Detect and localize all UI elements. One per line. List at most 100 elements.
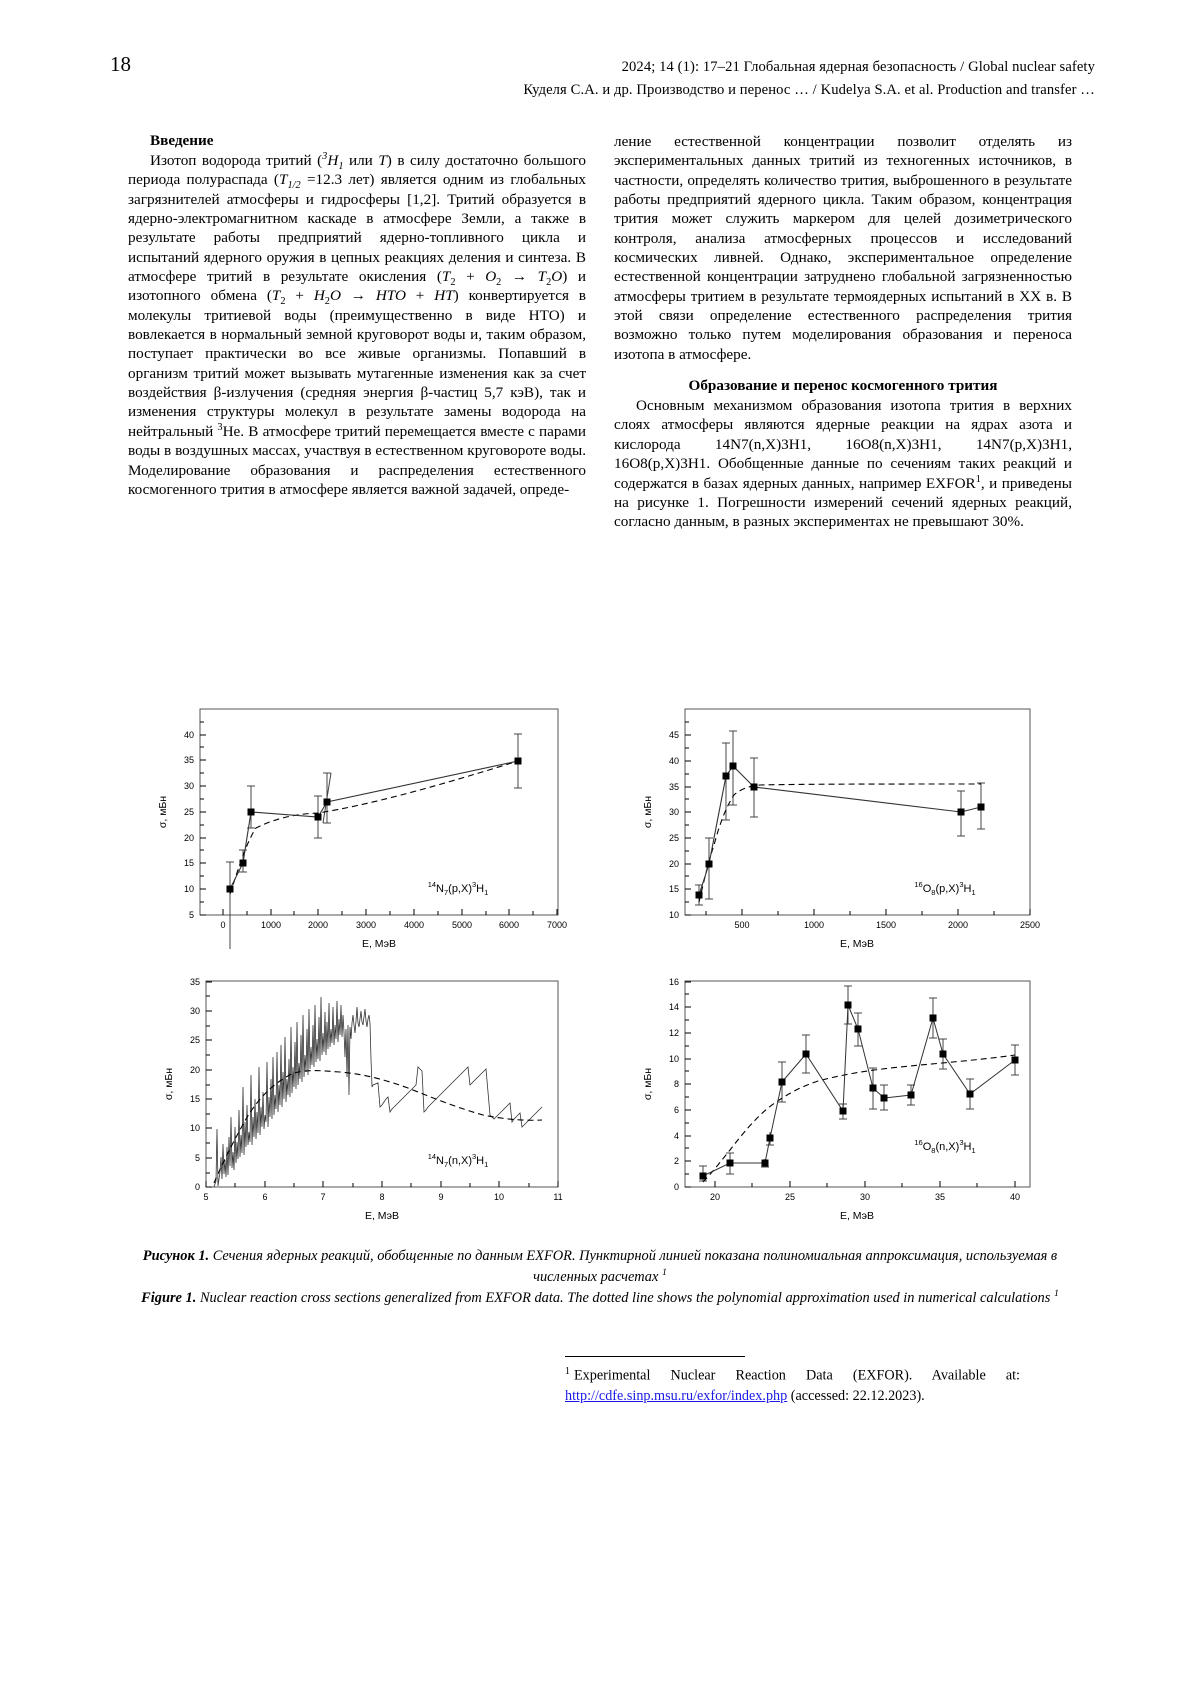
xtick-9: 9 — [438, 1192, 443, 1202]
figure-caption-ru: Рисунок 1. Сечения ядерных реакций, обоб… — [128, 1246, 1072, 1288]
poly-approx-line — [229, 760, 519, 895]
figure-caption-ru-text: Сечения ядерных реакций, обобщенные по д… — [209, 1248, 1058, 1285]
chart-o16-px-svg: 10 15 20 25 30 35 40 45 — [642, 708, 1040, 950]
figure-caption-en: Figure 1. Nuclear reaction cross section… — [128, 1288, 1072, 1309]
ytick-25: 25 — [184, 807, 194, 817]
ytick-30: 30 — [669, 807, 679, 817]
figure-caption-en-text: Nuclear reaction cross sections generali… — [196, 1290, 1054, 1306]
xtick-5000: 5000 — [452, 920, 472, 930]
chart-n14-px: 5 10 15 20 25 30 35 40 — [128, 695, 600, 967]
xtick-3000: 3000 — [356, 920, 376, 930]
reaction-annotation: 14N7(n,X)3H1 — [428, 1152, 489, 1169]
footnote-link[interactable]: http://cdfe.sinp.msu.ru/exfor/index.php — [565, 1387, 788, 1404]
ytick-30: 30 — [190, 1006, 200, 1016]
xtick-20: 20 — [710, 1192, 720, 1202]
ytick-20: 20 — [669, 859, 679, 869]
ytick-15: 15 — [669, 884, 679, 894]
xtick-7: 7 — [320, 1192, 325, 1202]
xtick-30: 30 — [860, 1192, 870, 1202]
right-paragraph-2: Основным механизмом образования изотопа … — [614, 397, 1072, 531]
xtick-2000: 2000 — [948, 920, 968, 930]
poly-approx-line — [213, 1070, 543, 1184]
data-markers — [699, 1001, 1019, 1180]
xtick-11: 11 — [553, 1192, 562, 1202]
reaction-annotation: 14N7(p,X)3H1 — [428, 880, 489, 897]
ytick-16: 16 — [669, 977, 679, 987]
xtick-2000: 2000 — [308, 920, 328, 930]
figure-caption-ru-label: Рисунок 1. — [142, 1248, 210, 1264]
xaxis-label: E, МэВ — [840, 1210, 874, 1222]
footnote-marker: 1 — [565, 1366, 570, 1377]
chart-n14-nx-svg: 0 5 10 15 20 25 30 35 — [163, 977, 563, 1222]
data-markers — [695, 762, 985, 899]
xaxis-label: E, МэВ — [362, 938, 396, 950]
ytick-35: 35 — [184, 755, 194, 765]
chart-n14-px-svg: 5 10 15 20 25 30 35 40 — [157, 708, 567, 950]
xaxis-label: E, МэВ — [365, 1210, 399, 1222]
xtick-6000: 6000 — [499, 920, 519, 930]
ytick-4: 4 — [674, 1131, 679, 1141]
page-number: 18 — [110, 52, 131, 76]
xtick-40: 40 — [1010, 1192, 1020, 1202]
footnote: 1 Experimental Nuclear Reaction Data (EXF… — [565, 1362, 1020, 1406]
yaxis-label: σ, мБн — [642, 1068, 654, 1100]
ytick-30: 30 — [184, 781, 194, 791]
right-column: ление естественной концентрации позволит… — [614, 132, 1072, 532]
data-line — [702, 1004, 1016, 1177]
yaxis-label: σ, мБн — [642, 796, 654, 828]
xtick-8: 8 — [379, 1192, 384, 1202]
data-line — [698, 765, 982, 896]
ytick-15: 15 — [184, 858, 194, 868]
resonance-data-line — [213, 996, 543, 1188]
page-header: 18 2024; 14 (1): 17–21 Глобальная ядерна… — [110, 52, 1095, 99]
ytick-45: 45 — [669, 730, 679, 740]
xtick-2500: 2500 — [1020, 920, 1040, 930]
ytick-25: 25 — [190, 1035, 200, 1045]
article-body: Введение Изотоп водорода тритий (3H1 или… — [128, 132, 1072, 532]
ytick-5: 5 — [189, 910, 194, 920]
xtick-6: 6 — [262, 1192, 267, 1202]
ytick-10: 10 — [669, 1054, 679, 1064]
xtick-25: 25 — [785, 1192, 795, 1202]
ytick-40: 40 — [184, 730, 194, 740]
ytick-35: 35 — [190, 977, 200, 987]
ytick-14: 14 — [669, 1002, 679, 1012]
ytick-10: 10 — [184, 884, 194, 894]
chart-o16-nx-svg: 0 2 4 6 8 10 12 14 16 — [642, 977, 1031, 1222]
ytick-0: 0 — [195, 1182, 200, 1192]
ytick-40: 40 — [669, 756, 679, 766]
figure-1: 5 10 15 20 25 30 35 40 — [128, 695, 1072, 1240]
figure-caption-ru-footnote-mark: 1 — [662, 1267, 667, 1279]
ytick-35: 35 — [669, 782, 679, 792]
xtick-500: 500 — [734, 920, 749, 930]
journal-citation: 2024; 14 (1): 17–21 Глобальная ядерная б… — [621, 59, 1095, 75]
ytick-0: 0 — [674, 1182, 679, 1192]
xtick-7000: 7000 — [547, 920, 567, 930]
running-authors: Куделя С.А. и др. Производство и перенос… — [523, 82, 1095, 98]
xtick-5: 5 — [203, 1192, 208, 1202]
reaction-annotation: 16O8(p,X)3H1 — [914, 880, 975, 897]
ytick-15: 15 — [190, 1094, 200, 1104]
xtick-1000: 1000 — [261, 920, 281, 930]
xtick-35: 35 — [935, 1192, 945, 1202]
xtick-1500: 1500 — [876, 920, 896, 930]
right-paragraph-1: ление естественной концентрации позволит… — [614, 133, 1072, 363]
ytick-20: 20 — [184, 833, 194, 843]
yaxis-label: σ, мБн — [163, 1068, 175, 1100]
section-heading-introduction: Введение — [150, 132, 214, 149]
chart-o16-px: 10 15 20 25 30 35 40 45 — [600, 695, 1072, 967]
data-line — [229, 760, 519, 890]
poly-approx-line — [702, 1054, 1016, 1183]
xtick-4000: 4000 — [404, 920, 424, 930]
figure-caption-en-label: Figure 1. — [141, 1290, 197, 1306]
figure-caption: Рисунок 1. Сечения ядерных реакций, обоб… — [128, 1246, 1072, 1309]
ytick-12: 12 — [669, 1028, 679, 1038]
ytick-8: 8 — [674, 1079, 679, 1089]
left-column: Введение Изотоп водорода тритий (3H1 или… — [128, 132, 586, 532]
reaction-annotation: 16O8(n,X)3H1 — [914, 1138, 975, 1155]
ytick-25: 25 — [669, 833, 679, 843]
section-heading-formation-transfer: Образование и перенос космогенного трити… — [688, 377, 998, 395]
ytick-2: 2 — [674, 1156, 679, 1166]
intro-paragraph: Изотоп водорода тритий (3H1 или T) в сил… — [128, 150, 586, 498]
